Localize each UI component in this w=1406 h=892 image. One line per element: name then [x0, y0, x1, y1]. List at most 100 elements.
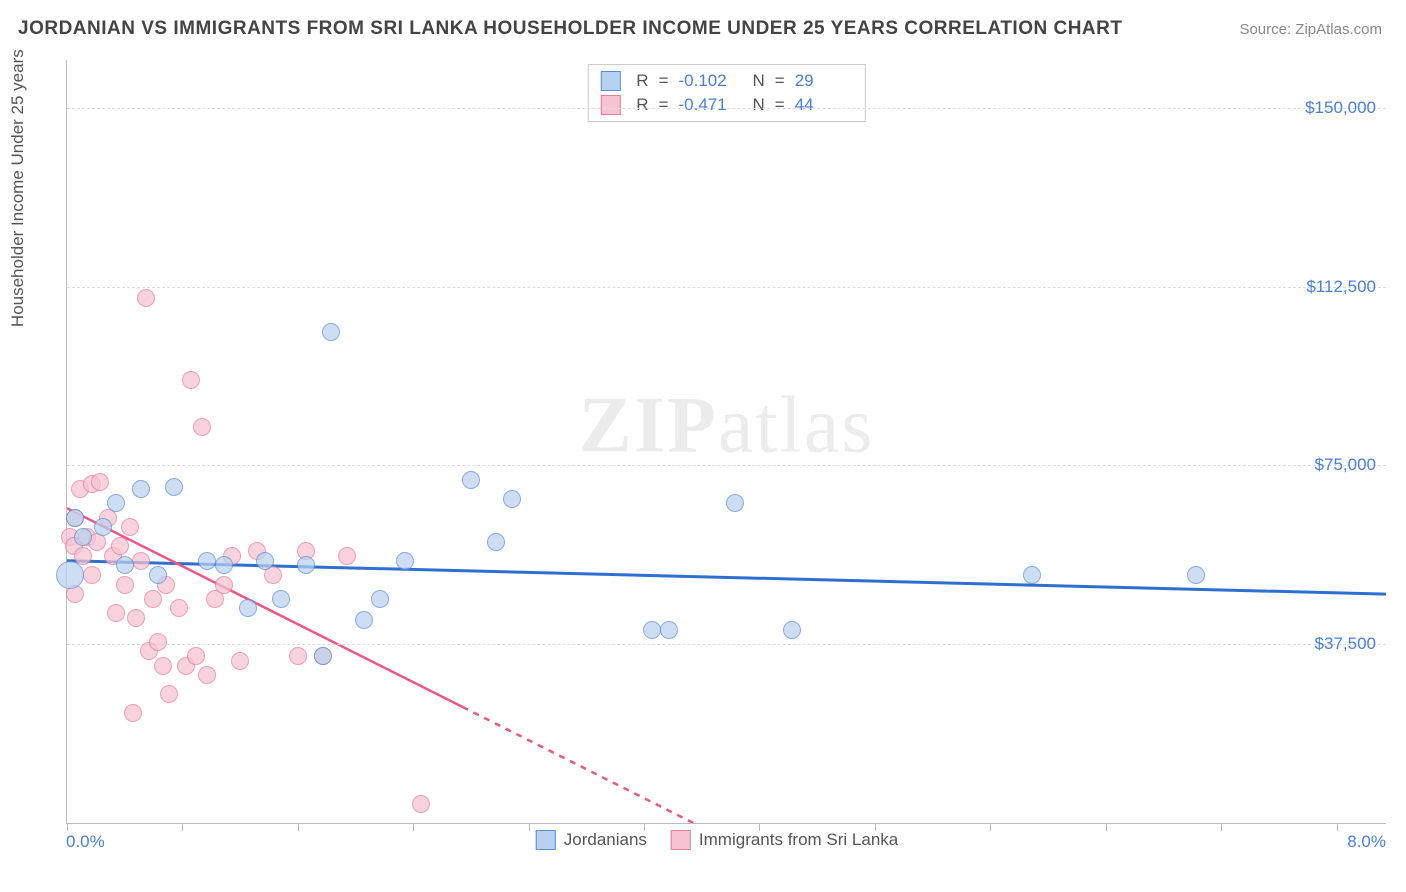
y-tick-label: $37,500	[1315, 634, 1376, 654]
data-point	[116, 556, 134, 574]
legend-swatch	[536, 830, 556, 850]
data-point	[314, 647, 332, 665]
data-point	[371, 590, 389, 608]
data-point	[124, 704, 142, 722]
equals-sign: =	[659, 95, 669, 115]
legend-item: Immigrants from Sri Lanka	[671, 830, 898, 850]
data-point	[182, 371, 200, 389]
data-point	[726, 494, 744, 512]
data-point	[322, 323, 340, 341]
data-point	[165, 478, 183, 496]
x-tick	[990, 823, 991, 831]
data-point	[198, 552, 216, 570]
trend-lines	[67, 60, 1386, 823]
data-point	[1187, 566, 1205, 584]
stat-r-label: R	[636, 95, 648, 115]
data-point	[256, 552, 274, 570]
data-point	[487, 533, 505, 551]
data-point	[338, 547, 356, 565]
data-point	[56, 561, 84, 589]
data-point	[83, 566, 101, 584]
data-point	[91, 473, 109, 491]
data-point	[137, 289, 155, 307]
x-tick	[1106, 823, 1107, 831]
bottom-legend: Jordanians Immigrants from Sri Lanka	[536, 830, 899, 850]
data-point	[272, 590, 290, 608]
data-point	[66, 509, 84, 527]
stat-n-label: N	[753, 95, 765, 115]
data-point	[1023, 566, 1041, 584]
data-point	[198, 666, 216, 684]
gridline	[67, 465, 1386, 466]
series-swatch	[600, 71, 620, 91]
x-axis-min-label: 0.0%	[66, 832, 105, 852]
data-point	[503, 490, 521, 508]
legend-label: Immigrants from Sri Lanka	[699, 830, 898, 850]
x-tick	[298, 823, 299, 831]
stats-row: R = -0.102 N = 29	[600, 69, 852, 93]
plot-area: ZIPatlas R = -0.102 N = 29 R = -0.471 N = 44 $37,50…	[66, 60, 1386, 824]
data-point	[149, 566, 167, 584]
gridline	[67, 287, 1386, 288]
data-point	[215, 576, 233, 594]
equals-sign: =	[775, 71, 785, 91]
stat-n-value: 44	[795, 95, 853, 115]
data-point	[116, 576, 134, 594]
data-point	[462, 471, 480, 489]
y-tick-label: $112,500	[1306, 277, 1376, 297]
data-point	[289, 647, 307, 665]
data-point	[94, 518, 112, 536]
equals-sign: =	[775, 95, 785, 115]
x-tick	[529, 823, 530, 831]
stat-r-value: -0.102	[679, 71, 737, 91]
x-tick	[67, 823, 68, 831]
data-point	[121, 518, 139, 536]
data-point	[111, 537, 129, 555]
data-point	[660, 621, 678, 639]
data-point	[783, 621, 801, 639]
watermark: ZIPatlas	[579, 381, 875, 472]
source-label: Source: ZipAtlas.com	[1239, 21, 1382, 38]
chart-title: JORDANIAN VS IMMIGRANTS FROM SRI LANKA H…	[18, 18, 1122, 40]
stats-row: R = -0.471 N = 44	[600, 93, 852, 117]
data-point	[396, 552, 414, 570]
gridline	[67, 644, 1386, 645]
data-point	[132, 480, 150, 498]
data-point	[107, 494, 125, 512]
gridline	[67, 108, 1386, 109]
chart-container: Householder Income Under 25 years ZIPatl…	[48, 60, 1386, 852]
stat-r-label: R	[636, 71, 648, 91]
data-point	[355, 611, 373, 629]
data-point	[231, 652, 249, 670]
y-tick-label: $75,000	[1315, 455, 1376, 475]
data-point	[239, 599, 257, 617]
data-point	[107, 604, 125, 622]
stat-n-label: N	[753, 71, 765, 91]
y-tick-label: $150,000	[1305, 98, 1376, 118]
x-tick	[182, 823, 183, 831]
legend-swatch	[671, 830, 691, 850]
data-point	[187, 647, 205, 665]
data-point	[215, 556, 233, 574]
data-point	[154, 657, 172, 675]
equals-sign: =	[659, 71, 669, 91]
x-tick	[1221, 823, 1222, 831]
y-axis-label: Householder Income Under 25 years	[8, 49, 28, 327]
data-point	[132, 552, 150, 570]
data-point	[170, 599, 188, 617]
data-point	[297, 556, 315, 574]
stats-legend-box: R = -0.102 N = 29 R = -0.471 N = 44	[587, 64, 865, 122]
x-axis-max-label: 8.0%	[1347, 832, 1386, 852]
stat-n-value: 29	[795, 71, 853, 91]
data-point	[127, 609, 145, 627]
data-point	[193, 418, 211, 436]
legend-item: Jordanians	[536, 830, 647, 850]
data-point	[144, 590, 162, 608]
data-point	[412, 795, 430, 813]
stat-r-value: -0.471	[679, 95, 737, 115]
legend-label: Jordanians	[564, 830, 647, 850]
series-swatch	[600, 95, 620, 115]
data-point	[149, 633, 167, 651]
data-point	[643, 621, 661, 639]
x-tick	[413, 823, 414, 831]
